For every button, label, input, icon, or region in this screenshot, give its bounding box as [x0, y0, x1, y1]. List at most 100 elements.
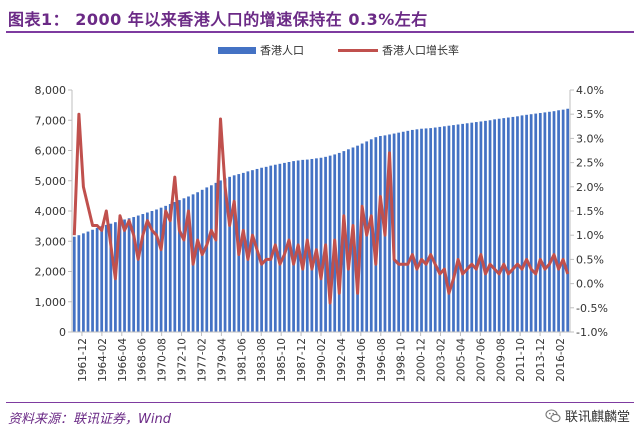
x-tick-label: 1985-10: [276, 338, 288, 382]
population-bar: [388, 134, 391, 332]
population-bar: [506, 117, 510, 332]
population-bar: [401, 131, 405, 332]
legend: 香港人口 香港人口增长率: [218, 43, 459, 57]
population-bar: [534, 113, 538, 332]
x-tick-label: 1990-02: [316, 338, 328, 382]
y-left-tick-label: 3,000: [35, 235, 67, 248]
population-bar: [196, 192, 200, 332]
population-bar: [232, 175, 236, 332]
population-bar: [182, 198, 186, 332]
population-bar: [178, 200, 181, 332]
x-tick-label: 1987-12: [296, 338, 308, 382]
x-tick-label: 1994-06: [356, 338, 368, 382]
population-bar: [465, 123, 469, 333]
population-bar: [493, 119, 496, 332]
x-tick-label: 2011-10: [515, 338, 527, 382]
y-left-tick-label: 0: [59, 326, 66, 339]
population-bar: [484, 120, 487, 332]
population-bar: [461, 123, 464, 332]
y-left-tick-label: 7,000: [35, 114, 67, 127]
population-bar: [310, 158, 314, 332]
population-bar: [433, 127, 437, 332]
population-bar: [173, 201, 177, 332]
population-bar: [86, 231, 90, 332]
population-bar: [187, 196, 190, 332]
population-bar: [379, 135, 382, 332]
population-bar: [205, 187, 209, 332]
y-right-tick-label: 3.0%: [576, 132, 604, 145]
y-right-tick-label: -0.5%: [576, 302, 608, 315]
population-bar: [369, 139, 373, 332]
population-bar: [411, 129, 414, 332]
population-bar: [474, 122, 478, 332]
x-tick-label: 1970-08: [157, 338, 169, 382]
population-bar: [566, 108, 570, 332]
population-bar: [100, 226, 104, 333]
population-bar: [209, 185, 213, 332]
population-bar: [104, 224, 108, 332]
y-right-tick-label: -1.0%: [576, 326, 608, 339]
population-bar: [82, 233, 85, 332]
population-bar: [223, 178, 227, 332]
x-tick-label: 1996-08: [376, 338, 388, 382]
legend-bar-swatch: [218, 47, 256, 54]
population-bar: [214, 182, 218, 332]
x-tick-label: 1972-10: [177, 338, 189, 382]
population-bar: [337, 152, 341, 332]
population-bar: [452, 125, 455, 332]
x-tick-label: 1998-10: [396, 338, 408, 382]
population-bar: [251, 170, 254, 332]
population-bar: [168, 204, 172, 332]
population-bar: [342, 151, 346, 332]
y-left-tick-label: 1,000: [35, 296, 67, 309]
population-bar: [429, 128, 433, 332]
population-bar: [442, 126, 446, 332]
population-bar: [91, 229, 94, 332]
population-bar: [292, 161, 295, 332]
population-bar: [146, 212, 149, 332]
population-bar: [374, 137, 378, 332]
population-bar: [424, 128, 428, 332]
population-bar: [360, 143, 364, 332]
population-bar: [552, 111, 556, 333]
y-right-tick-label: 0.5%: [576, 253, 604, 266]
chart-title: 图表1： 2000 年以来香港人口的增速保持在 0.3%左右: [8, 10, 428, 29]
population-bar: [72, 236, 76, 332]
population-bar: [538, 112, 542, 333]
x-tick-label: 1961-12: [77, 338, 89, 382]
footer-divider: [6, 402, 634, 403]
x-tick-label: 2003-02: [436, 338, 448, 382]
x-tick-label: 1966-04: [117, 338, 129, 382]
x-tick-label: 1968-06: [137, 338, 149, 382]
population-bar: [561, 109, 565, 332]
population-bar: [438, 126, 442, 332]
population-bar: [228, 176, 231, 332]
title-divider: [6, 31, 634, 33]
x-tick-label: 2005-04: [455, 338, 467, 382]
population-bar: [155, 209, 158, 332]
y-left-tick-label: 2,000: [35, 266, 67, 279]
population-bar: [315, 158, 318, 332]
y-right-tick-label: 2.0%: [576, 181, 604, 194]
population-bar: [264, 166, 268, 332]
x-tick-label: 1964-02: [97, 338, 109, 382]
population-bar: [525, 114, 528, 332]
population-bar: [529, 114, 533, 332]
growth-rate-line: [72, 112, 570, 305]
population-bar: [520, 115, 524, 332]
population-bar: [95, 227, 99, 332]
source-note: 资料来源：联讯证券，Wind: [8, 412, 171, 427]
y-right-tick-label: 0.0%: [576, 278, 604, 291]
population-bar: [420, 128, 423, 332]
y-left-tick-label: 8,000: [35, 84, 67, 97]
population-bar: [516, 116, 519, 332]
x-tick-label: 2007-06: [475, 338, 487, 382]
x-tick-label: 1979-04: [216, 338, 228, 382]
population-bar: [132, 217, 136, 332]
population-bar: [511, 116, 515, 332]
population-bar: [127, 218, 131, 332]
population-bar: [241, 172, 245, 332]
y-right-tick-label: 2.5%: [576, 157, 604, 170]
line-series: [72, 112, 570, 305]
y-right-tick-label: 1.5%: [576, 205, 604, 218]
